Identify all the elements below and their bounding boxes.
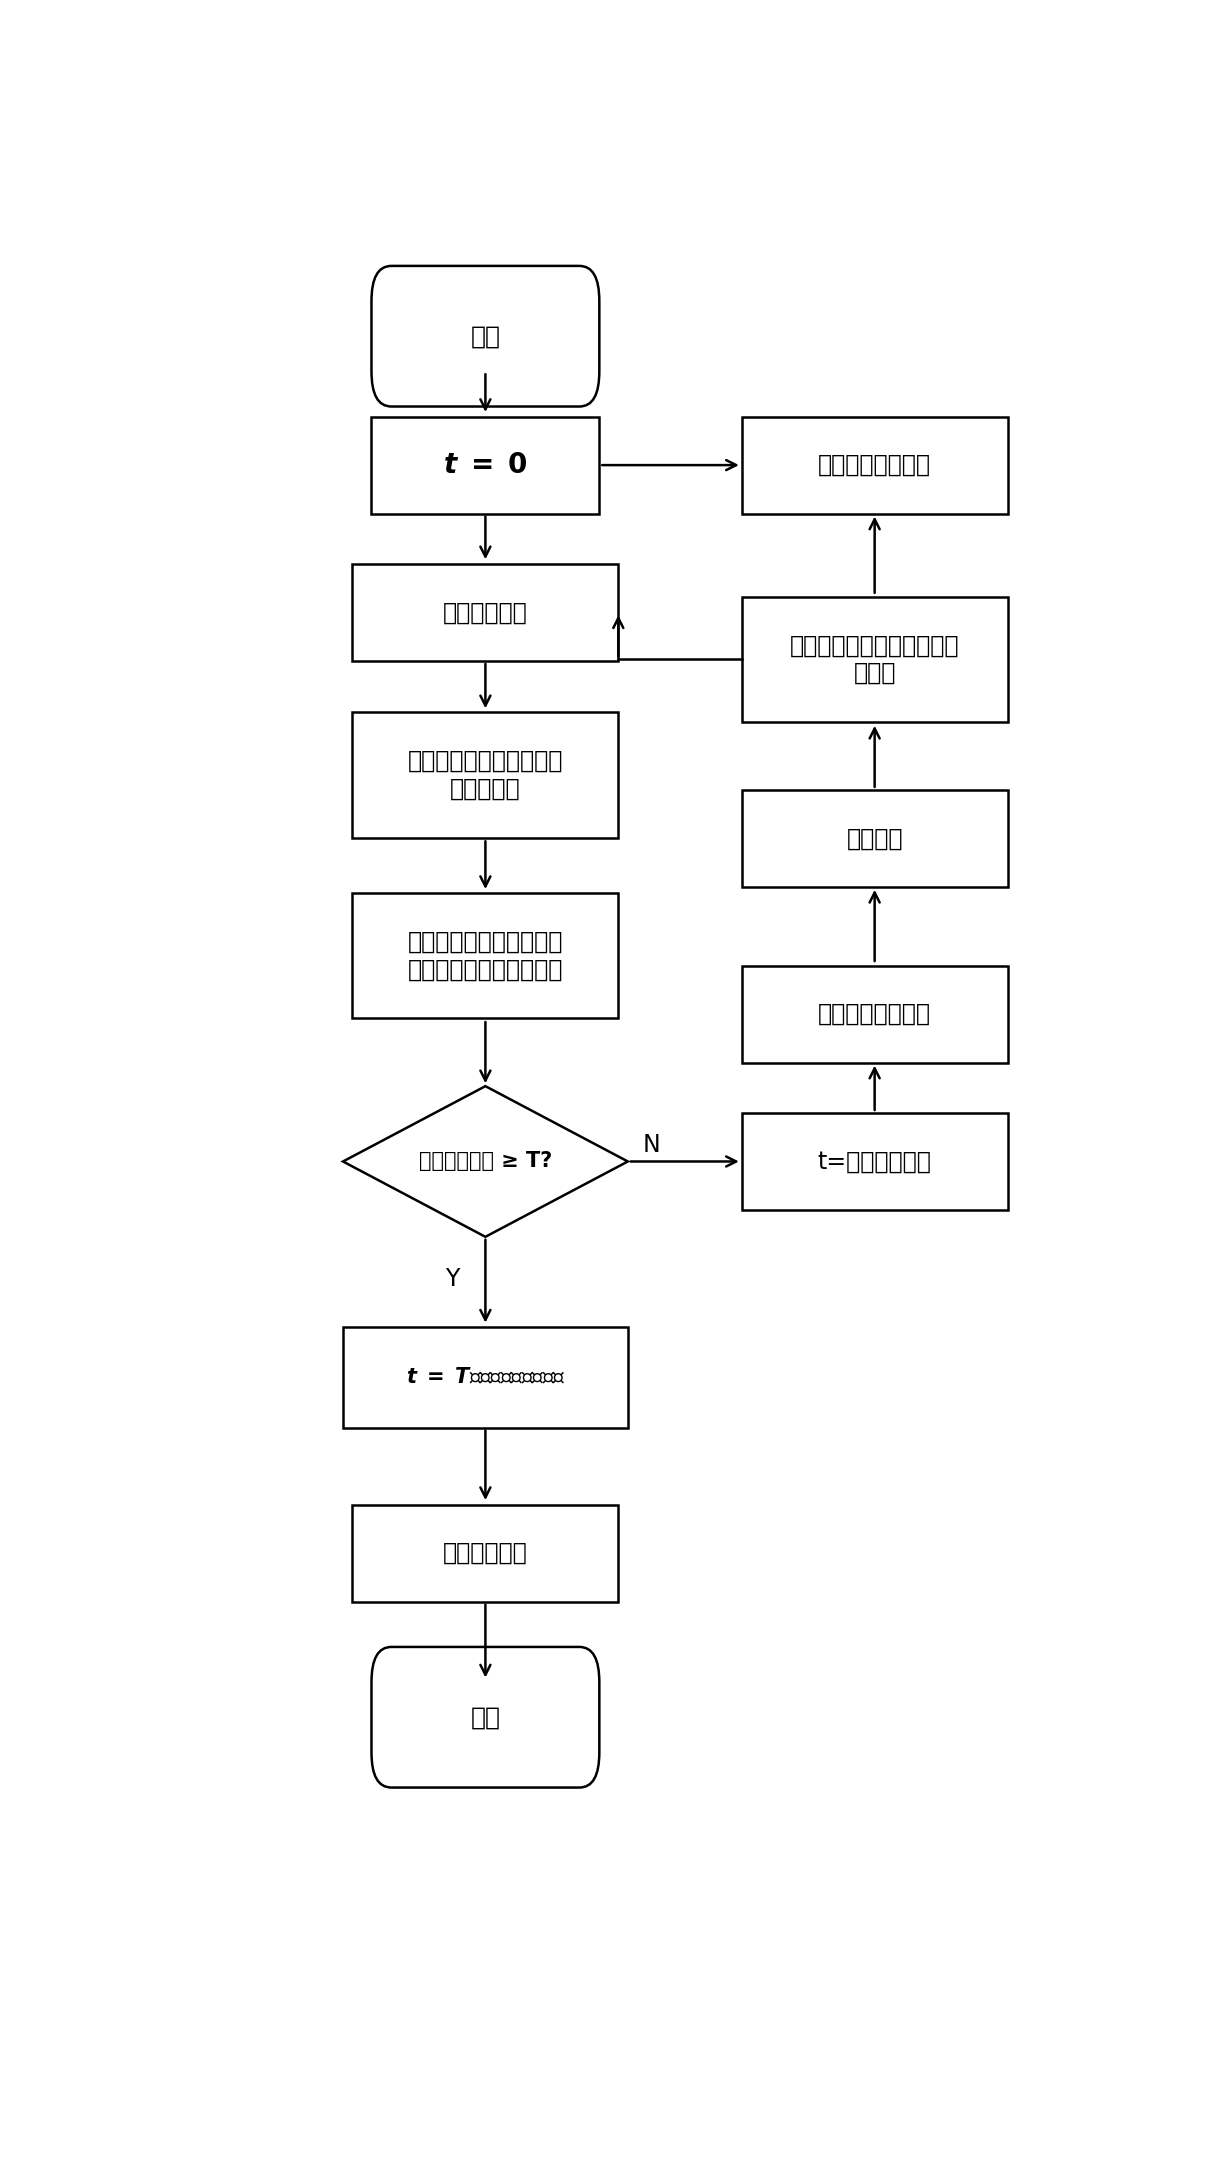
Text: 强制任务截断: 强制任务截断 — [443, 1541, 528, 1565]
Text: 料槽停止下料检测: 料槽停止下料检测 — [818, 1002, 931, 1026]
Text: 加满检测: 加满检测 — [846, 826, 903, 850]
Text: 开始: 开始 — [470, 324, 500, 348]
Bar — [371, 417, 599, 513]
Text: Y: Y — [445, 1267, 459, 1291]
Text: 开始加料时刻 ≥ T?: 开始加料时刻 ≥ T? — [419, 1152, 552, 1172]
Text: t=开始加料时刻: t=开始加料时刻 — [818, 1150, 931, 1174]
Bar — [353, 894, 619, 1017]
Bar — [742, 965, 1007, 1063]
Polygon shape — [343, 1087, 628, 1237]
Text: 计算料仓的最早和最晚开
始加料时刻: 计算料仓的最早和最晚开 始加料时刻 — [408, 748, 564, 800]
Text: 结束: 结束 — [470, 1704, 500, 1728]
Text: 选择加料料仓: 选择加料料仓 — [443, 600, 528, 624]
Bar — [353, 1504, 619, 1602]
Text: 指定加料小车，确定开始
加料时刻和小车行走时长: 指定加料小车，确定开始 加料时刻和小车行走时长 — [408, 930, 564, 980]
Text: 添加新任务，并更新小车最
近任务: 添加新任务，并更新小车最 近任务 — [790, 633, 959, 685]
Bar — [343, 1326, 628, 1428]
FancyBboxPatch shape — [371, 1648, 599, 1787]
Text: 料槽开始下料检测: 料槽开始下料检测 — [818, 452, 931, 476]
Bar — [742, 789, 1007, 887]
Text: $\bfit{t}$ $\mathbf{=}$ $\bfit{T}$，料槽停止下料检测: $\bfit{t}$ $\mathbf{=}$ $\bfit{T}$，料槽停止下… — [405, 1367, 565, 1387]
Bar — [742, 596, 1007, 722]
FancyBboxPatch shape — [371, 265, 599, 407]
Bar — [353, 713, 619, 837]
Bar — [353, 563, 619, 661]
Bar — [742, 417, 1007, 513]
Text: N: N — [643, 1133, 660, 1157]
Text: $\bfit{t}$ $\mathbf{=}$ $\mathbf{0}$: $\bfit{t}$ $\mathbf{=}$ $\mathbf{0}$ — [443, 452, 528, 478]
Bar — [742, 1113, 1007, 1211]
